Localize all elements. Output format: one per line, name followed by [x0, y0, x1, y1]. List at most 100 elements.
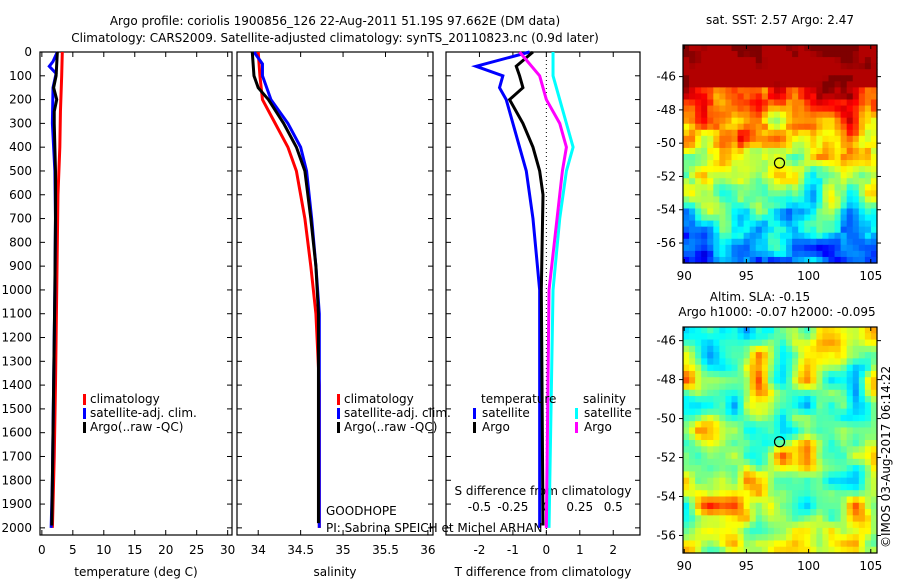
map-cell: [840, 339, 848, 347]
map-cell: [695, 452, 702, 460]
map-cell: [792, 57, 799, 64]
map-cell: [852, 465, 860, 472]
map-cell: [743, 364, 751, 372]
map-cell: [822, 250, 830, 258]
map-cell: [701, 408, 708, 416]
map-cell: [870, 421, 878, 429]
map-cell: [822, 339, 830, 347]
map-cell: [725, 440, 733, 447]
map-cell: [852, 57, 860, 64]
map-cell: [822, 458, 830, 466]
map-cell: [737, 408, 745, 416]
map-cell: [816, 57, 824, 64]
map-cell: [743, 502, 751, 510]
y-tick-label: 300: [9, 116, 32, 130]
map-cell: [713, 396, 720, 403]
map-cell: [840, 81, 848, 88]
map-cell: [761, 129, 769, 137]
map-cell: [683, 446, 690, 454]
map-cell: [822, 160, 830, 167]
map-cell: [755, 51, 763, 58]
map-cell: [840, 458, 848, 466]
map-cell: [755, 515, 763, 523]
map-cell: [864, 440, 872, 447]
map-cell: [701, 339, 708, 347]
map-cell: [743, 81, 751, 88]
map-cell: [761, 471, 769, 479]
map-cell: [755, 521, 763, 529]
map-cell: [834, 214, 842, 222]
map-cell: [755, 345, 763, 353]
map-cell: [792, 352, 799, 359]
map-cell: [731, 160, 739, 167]
map-cell: [792, 69, 799, 76]
map-cell: [846, 483, 854, 491]
map-cell: [725, 427, 733, 435]
map-cell: [780, 250, 787, 258]
map-cell: [761, 202, 769, 210]
map-cell: [852, 105, 860, 113]
x-tick-label: 5: [69, 543, 77, 557]
map-cell: [701, 160, 708, 167]
map-cell: [725, 93, 733, 101]
map-cell: [761, 370, 769, 378]
map-cell: [858, 135, 866, 143]
map-cell: [773, 75, 781, 82]
map-cell: [822, 226, 830, 234]
map-cell: [846, 111, 854, 119]
map-cell: [804, 250, 811, 258]
map-cell: [810, 333, 817, 341]
map-cell: [719, 141, 727, 149]
map-cell: [695, 521, 702, 529]
map-cell: [749, 490, 757, 498]
map-cell: [683, 226, 690, 234]
map-cell: [731, 202, 739, 210]
map-cell: [773, 358, 781, 366]
map-cell: [852, 238, 860, 246]
map-cell: [707, 509, 714, 516]
map-cell: [719, 172, 727, 179]
map-cell: [810, 471, 817, 479]
map-cell: [713, 458, 720, 466]
map-cell: [689, 63, 696, 70]
map-cell: [840, 527, 848, 535]
map-cell: [761, 250, 769, 258]
map-cell: [695, 81, 702, 88]
map-cell: [780, 256, 787, 264]
map-cell: [707, 383, 714, 391]
map-cell: [810, 226, 817, 234]
series-line-s-argo: [518, 51, 568, 528]
map-cell: [864, 244, 872, 252]
map-cell: [707, 502, 714, 510]
map-cell: [822, 490, 830, 498]
map-cell: [767, 446, 775, 454]
map-cell: [683, 458, 690, 466]
map-cell: [858, 502, 866, 510]
map-cell: [683, 147, 690, 155]
map-cell: [737, 63, 745, 70]
map-cell: [695, 154, 702, 161]
map-cell: [761, 214, 769, 222]
map-cell: [695, 402, 702, 410]
map-cell: [846, 414, 854, 422]
map-cell: [689, 364, 696, 372]
map-cell: [707, 93, 714, 101]
map-cell: [852, 339, 860, 347]
map-cell: [822, 446, 830, 454]
map-cell: [773, 396, 781, 403]
map-cell: [695, 196, 702, 204]
map-cell: [713, 45, 720, 52]
map-cell: [798, 123, 805, 131]
map-cell: [852, 123, 860, 131]
map-cell: [822, 99, 830, 107]
map-cell: [713, 99, 720, 107]
map-cell: [767, 117, 775, 125]
map-cell: [725, 364, 733, 372]
map-cell: [731, 352, 739, 359]
map-cell: [749, 81, 757, 88]
lat-tick-label: -46: [656, 334, 676, 348]
map-cell: [846, 99, 854, 107]
map-cell: [737, 214, 745, 222]
map-cell: [846, 377, 854, 385]
map-cell: [858, 452, 866, 460]
